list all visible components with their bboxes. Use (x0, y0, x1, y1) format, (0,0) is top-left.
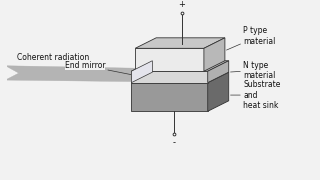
Polygon shape (132, 61, 229, 71)
Polygon shape (132, 71, 208, 83)
Polygon shape (132, 83, 208, 111)
Polygon shape (5, 66, 144, 82)
Text: +: + (179, 0, 185, 9)
Text: End mirror: End mirror (65, 61, 135, 75)
Polygon shape (135, 38, 225, 48)
Polygon shape (208, 61, 229, 83)
Polygon shape (208, 72, 229, 111)
Polygon shape (132, 72, 229, 83)
Polygon shape (132, 61, 152, 83)
Text: Coherent radiation: Coherent radiation (17, 53, 89, 62)
Text: P type
material: P type material (227, 26, 276, 50)
Polygon shape (204, 38, 225, 71)
Text: Substrate
and
heat sink: Substrate and heat sink (230, 80, 280, 110)
Text: N type
material: N type material (230, 60, 276, 80)
Text: -: - (173, 138, 176, 147)
Polygon shape (135, 48, 204, 71)
